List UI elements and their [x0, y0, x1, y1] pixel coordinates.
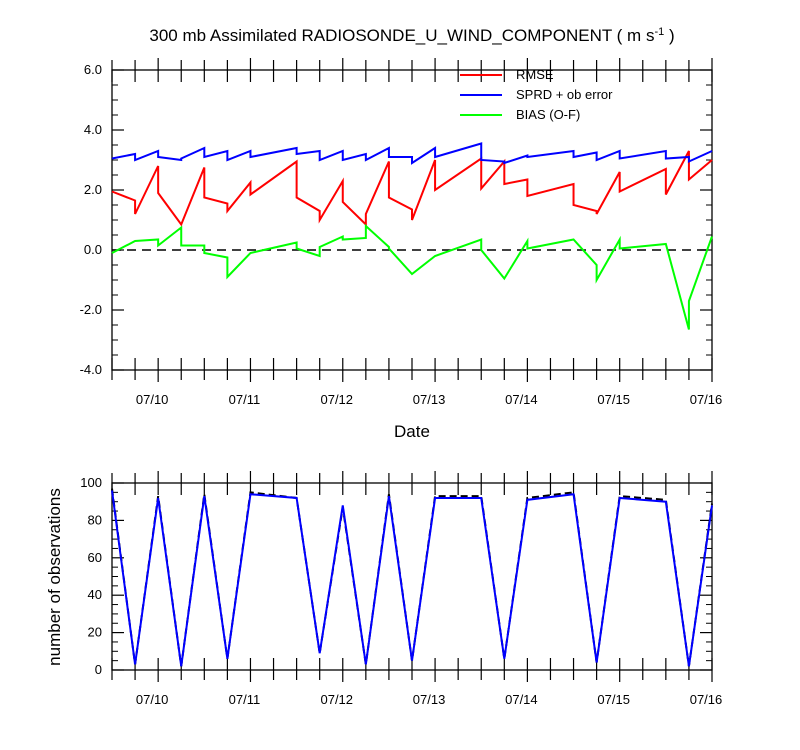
x-tick-label: 07/14: [505, 692, 538, 707]
chart-title-exponent: -1: [654, 26, 664, 38]
y-tick-label: 40: [88, 587, 102, 602]
x-tick-label: 07/11: [229, 392, 261, 407]
chart-title: 300 mb Assimilated RADIOSONDE_U_WIND_COM…: [149, 26, 674, 45]
series-line-1: [111, 142, 713, 165]
x-tick-label: 07/10: [136, 392, 169, 407]
x-tick-label: 07/15: [597, 392, 630, 407]
bottom-chart: 0 20 40 60 80 100 07/10 07/11 07/12 07/13 07/14 07/…: [80, 471, 722, 707]
x-tick-label: 07/14: [505, 392, 538, 407]
x-tick-label: 07/12: [320, 692, 353, 707]
x-tick-label: 07/16: [690, 692, 723, 707]
y-tick-label: 0.0: [84, 242, 102, 257]
y-tick-label: 2.0: [84, 182, 102, 197]
y-tick-label: 100: [80, 475, 102, 490]
legend-label: SPRD + ob error: [516, 87, 613, 102]
x-tick-label: 07/16: [690, 392, 723, 407]
y-tick-label: 60: [88, 550, 102, 565]
x-tick-label: 07/10: [136, 692, 169, 707]
y-tick-label: 6.0: [84, 62, 102, 77]
y-tick-label: 20: [88, 625, 102, 640]
legend-label: RMSE: [516, 67, 554, 82]
series-line-2: [111, 223, 713, 330]
y-tick-label: 0: [95, 662, 102, 677]
series-line-0: [111, 150, 713, 227]
y-tick-label: 80: [88, 512, 102, 527]
x-tick-label: 07/15: [597, 692, 630, 707]
y-tick-label: -4.0: [80, 362, 102, 377]
x-tick-label: 07/12: [320, 392, 353, 407]
x-tick-label: 07/13: [413, 692, 446, 707]
legend-label: BIAS (O-F): [516, 107, 580, 122]
y-axis-title: number of observations: [45, 488, 64, 666]
x-tick-label: 07/11: [229, 692, 261, 707]
series-line-1: [111, 490, 713, 667]
x-axis-title: Date: [394, 422, 430, 441]
y-tick-label: -2.0: [80, 302, 102, 317]
y-tick-label: 4.0: [84, 122, 102, 137]
top-chart: -4.0 -2.0 0.0 2.0 4.0 6.0 07/10 07/11 07/12 07/13…: [80, 58, 723, 407]
x-tick-label: 07/13: [413, 392, 446, 407]
